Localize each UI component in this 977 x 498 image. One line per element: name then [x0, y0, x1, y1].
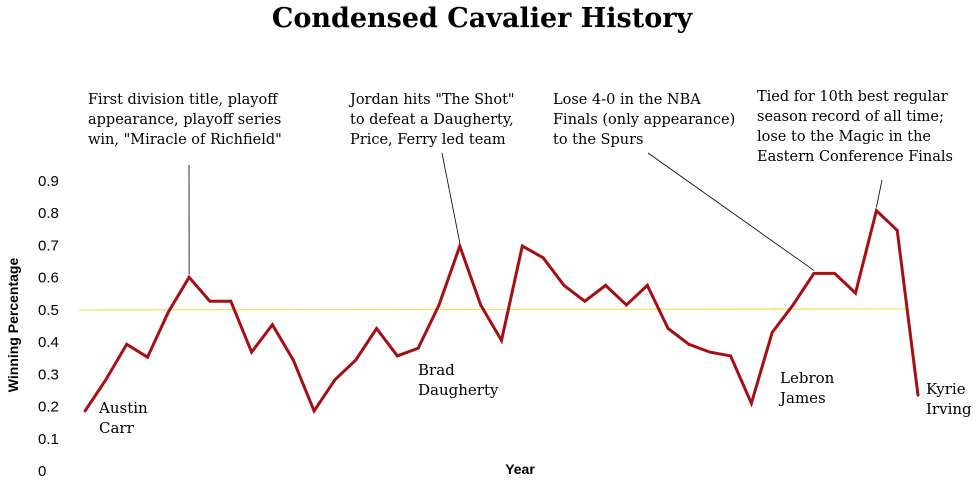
annotation-leader-line: [875, 179, 883, 208]
annotation-leader-line: [441, 152, 461, 244]
data-point: [208, 299, 212, 303]
y-tick-label: 0.9: [38, 173, 59, 190]
data-point: [729, 354, 732, 358]
annotation-line: Finals (only appearance): [553, 112, 735, 128]
data-point: [750, 401, 753, 405]
player-label: Brad Daugherty: [418, 361, 499, 399]
series-group: [83, 207, 920, 415]
data-point: [229, 299, 233, 303]
y-tick-label: 0.3: [38, 366, 59, 383]
y-axis-ticks: 0 0.1 0.2 0.3 0.4 0.5 0.6 0.7 0.8 0.9: [38, 173, 59, 480]
data-point: [250, 350, 254, 354]
data-point: [333, 378, 337, 382]
data-point: [125, 342, 129, 346]
data-point: [479, 303, 483, 307]
data-point: [416, 346, 420, 350]
annotation-line: Eastern Conference Finals: [757, 149, 953, 165]
annotation-leader-lines: [188, 152, 883, 275]
data-point: [666, 327, 670, 330]
annotation-line: lose to the Magic in the: [757, 129, 931, 145]
annotation-line: win, "Miracle of Richfield": [88, 132, 282, 148]
player-label-line: Brad: [418, 361, 455, 379]
data-point: [833, 272, 837, 275]
data-point: [770, 331, 774, 334]
data-point: [625, 303, 628, 307]
data-point: [895, 228, 899, 232]
data-point: [104, 378, 108, 382]
data-point: [83, 409, 87, 413]
annotation-line: to the Spurs: [553, 132, 643, 148]
annotation-line: Jordan hits "The Shot": [348, 92, 515, 108]
player-label: Kyrie Irving: [926, 380, 972, 418]
annotation-line: Lose 4-0 in the NBA: [553, 92, 701, 108]
annotation-line: appearance, playoff series: [88, 112, 281, 128]
data-point: [854, 291, 857, 295]
annotations: First division title, playoff appearance,…: [88, 89, 953, 165]
x-axis-label: Year: [505, 461, 535, 477]
data-point: [166, 310, 170, 314]
annotation-text: First division title, playoff appearance,…: [88, 92, 282, 148]
player-label-line: Carr: [99, 419, 135, 437]
data-point: [146, 355, 149, 359]
annotation-line: First division title, playoff: [88, 92, 279, 108]
chart-title: Condensed Cavalier History: [272, 3, 694, 34]
data-point: [520, 244, 524, 248]
y-tick-label: 0.4: [38, 334, 59, 351]
y-tick-label: 0: [38, 463, 46, 480]
data-point: [312, 409, 316, 413]
data-point: [645, 283, 649, 287]
y-axis-label: Winning Percentage: [5, 258, 21, 393]
data-point: [354, 358, 358, 362]
data-point: [187, 275, 191, 279]
data-point: [375, 327, 378, 330]
data-point: [562, 283, 566, 287]
y-tick-label: 0.7: [38, 237, 59, 254]
player-label: Lebron James: [778, 369, 835, 407]
player-label-line: Irving: [926, 400, 972, 418]
y-tick-label: 0.5: [38, 302, 59, 319]
data-point: [687, 342, 691, 346]
annotation-line: season record of all time;: [757, 109, 944, 125]
player-label: Austin Carr: [98, 399, 148, 437]
data-point: [291, 358, 295, 362]
y-tick-label: 0.1: [38, 431, 59, 448]
annotation-line: Price, Ferry led team: [350, 132, 506, 148]
y-tick-label: 0.8: [38, 205, 59, 222]
player-label-line: Kyrie: [926, 380, 966, 398]
y-tick-label: 0.6: [38, 270, 59, 287]
fifty-percent-reference-line: [78, 308, 909, 311]
data-point: [458, 244, 462, 248]
data-point: [395, 354, 399, 358]
y-tick-label: 0.2: [38, 399, 59, 416]
annotation-leader-line: [647, 152, 815, 271]
data-point: [541, 256, 545, 260]
data-point: [500, 339, 503, 342]
annotation-text: Lose 4-0 in the NBA Finals (only appearan…: [553, 92, 735, 148]
data-point: [583, 299, 587, 303]
data-point: [874, 209, 878, 213]
data-point: [437, 303, 441, 307]
annotation-text: Jordan hits "The Shot" to defeat a Daughe…: [348, 92, 515, 148]
data-point: [916, 393, 920, 397]
data-point: [604, 283, 608, 287]
player-label-line: Daugherty: [418, 381, 499, 399]
player-label-line: James: [778, 389, 826, 407]
annotation-text: Tied for 10th best regular season record …: [757, 89, 953, 165]
data-point: [812, 272, 816, 275]
data-point: [708, 350, 712, 354]
data-point: [271, 323, 274, 327]
annotation-line: Tied for 10th best regular: [757, 89, 948, 105]
player-label-line: Lebron: [780, 369, 835, 387]
annotation-line: to defeat a Daugherty,: [350, 112, 514, 128]
data-point: [791, 303, 795, 307]
player-label-line: Austin: [98, 399, 148, 417]
player-labels: Austin Carr Brad Daugherty Lebron James Kyrie I…: [98, 361, 972, 437]
